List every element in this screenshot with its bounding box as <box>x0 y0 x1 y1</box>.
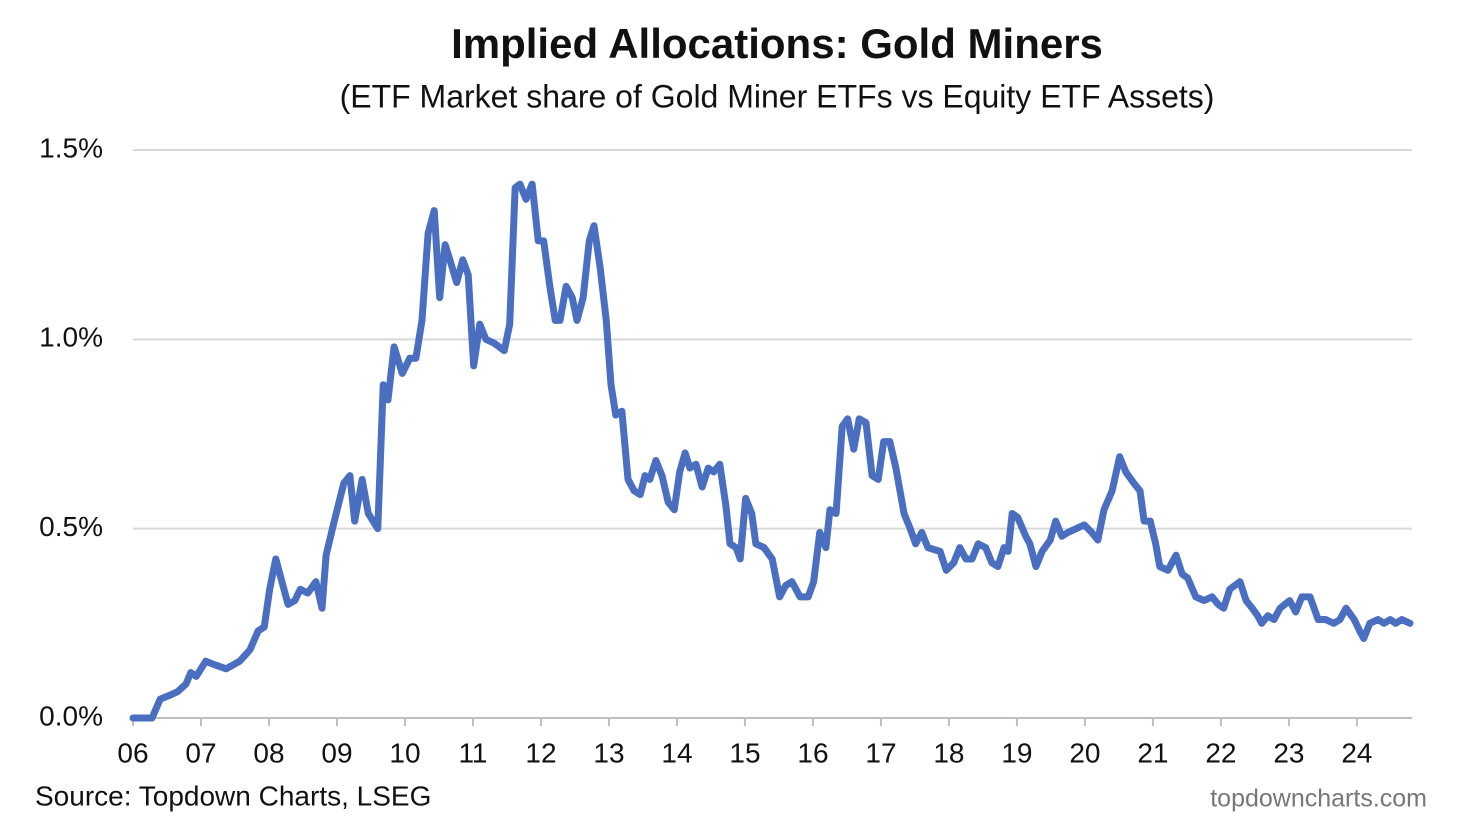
source-note: Source: Topdown Charts, LSEG <box>35 780 431 811</box>
x-tick-label: 16 <box>797 737 828 768</box>
x-tick-label: 20 <box>1069 737 1100 768</box>
x-tick-label: 10 <box>389 737 420 768</box>
x-tick-label: 07 <box>185 737 216 768</box>
data-line <box>129 180 1414 722</box>
x-tick-label: 12 <box>525 737 556 768</box>
y-tick-label: 0.0% <box>39 700 103 731</box>
x-tick-label: 22 <box>1205 737 1236 768</box>
chart-subtitle: (ETF Market share of Gold Miner ETFs vs … <box>340 78 1215 114</box>
chart-title: Implied Allocations: Gold Miners <box>451 20 1103 67</box>
x-tick-label: 09 <box>321 737 352 768</box>
x-tick-label: 15 <box>729 737 760 768</box>
x-tick-label: 17 <box>865 737 896 768</box>
x-tick-label: 06 <box>117 737 148 768</box>
watermark: topdowncharts.com <box>1210 785 1427 813</box>
x-tick-label: 21 <box>1137 737 1168 768</box>
x-tick-label: 24 <box>1341 737 1372 768</box>
x-tick-label: 18 <box>933 737 964 768</box>
x-tick-label: 23 <box>1273 737 1304 768</box>
x-tick-label: 19 <box>1001 737 1032 768</box>
x-tick-label: 08 <box>253 737 284 768</box>
x-tick-label: 11 <box>458 737 487 768</box>
x-tick-label: 13 <box>593 737 624 768</box>
y-tick-label: 1.0% <box>39 322 103 353</box>
y-tick-label: 0.5% <box>39 511 103 542</box>
y-tick-label: 1.5% <box>39 132 103 163</box>
x-tick-label: 14 <box>661 737 692 768</box>
